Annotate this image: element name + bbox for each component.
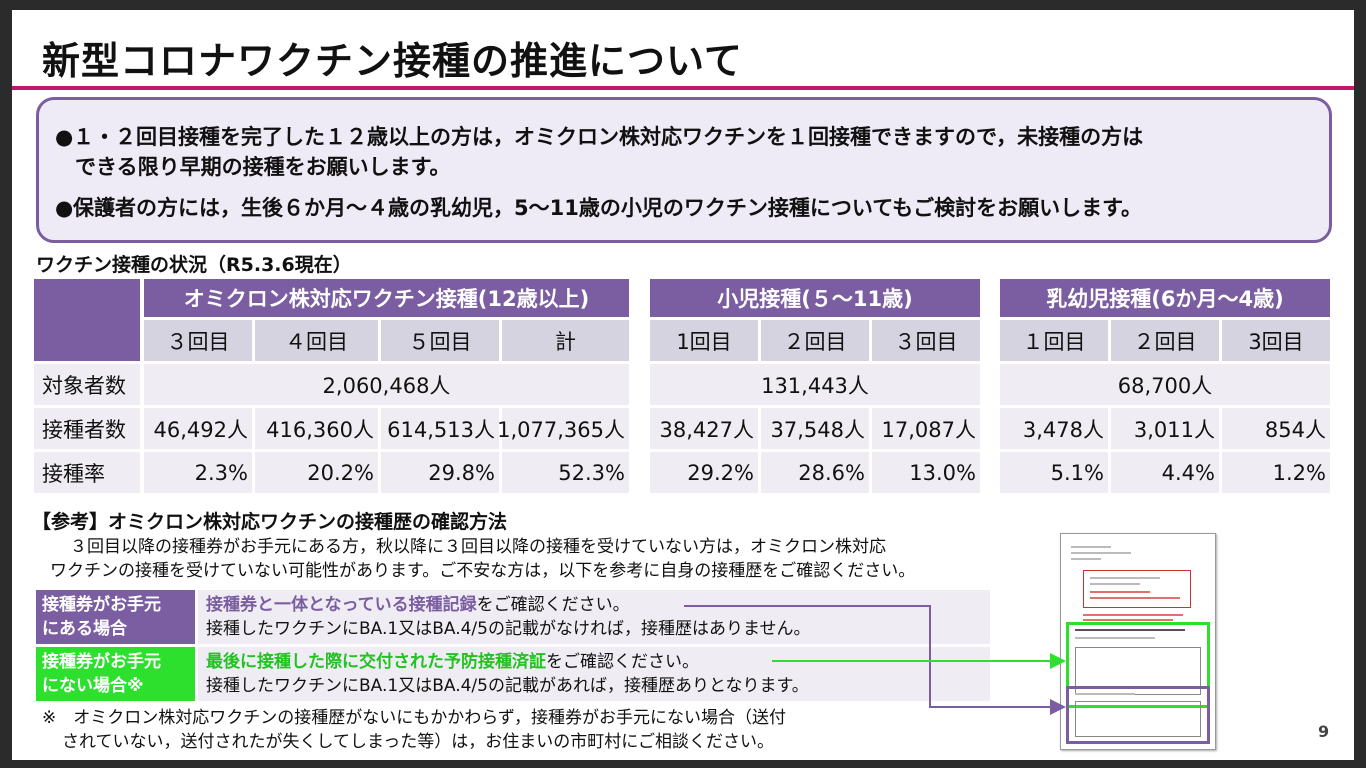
vaccinated-cell: 1,077,365人 xyxy=(497,408,629,449)
certificate-image xyxy=(1060,533,1216,750)
rate-cell: 13.0% xyxy=(872,452,980,493)
vaccinated-cell: 46,492人 xyxy=(144,408,252,449)
vaccinated-cell: 416,360人 xyxy=(255,408,378,449)
page-title: 新型コロナワクチン接種の推進について xyxy=(42,39,743,83)
case-tag-line: 接種券がお手元 xyxy=(42,595,161,615)
case-tag-line: にある場合 xyxy=(42,619,127,639)
certificate-red-box xyxy=(1083,570,1191,608)
target-count-child: 131,443人 xyxy=(650,364,980,405)
case-desc-line1: 接種券と一体となっている接種記録をご確認ください。 xyxy=(206,593,982,617)
vaccination-table: オミクロン株対応ワクチン接種(12歳以上) ３回目 ４回目 ５回目 計 小児接種… xyxy=(12,10,1354,760)
dose-header: １回目 xyxy=(1000,320,1108,361)
footnote-line2: されていない，送付されたが失くしてしまった等）は，お住まいの市町村にご相談くださ… xyxy=(62,732,774,752)
dose-header: ４回目 xyxy=(255,320,378,361)
summary-box: ●１・２回目接種を完了した１２歳以上の方は，オミクロン株対応ワクチンを１回接種で… xyxy=(36,97,1332,243)
vaccinated-cell: 37,548人 xyxy=(761,408,869,449)
reference-body-line2: ワクチンの接種を受けていない可能性があります。ご不安な方は，以下を参考に自身の接… xyxy=(50,561,916,581)
rate-cell: 2.3% xyxy=(144,452,252,493)
dose-header: ３回目 xyxy=(872,320,980,361)
summary-bullet-1-line1: １・２回目接種を完了した１２歳以上の方は，オミクロン株対応ワクチンを１回接種でき… xyxy=(73,125,1144,149)
dose-header: 3回目 xyxy=(1222,320,1330,361)
case-desc-no-voucher: 最後に接種した際に交付された予防接種済証をご確認ください。 接種したワクチンにB… xyxy=(198,647,990,701)
rate-cell: 1.2% xyxy=(1222,452,1330,493)
dose-header: 1回目 xyxy=(650,320,758,361)
footnote: ※ オミクロン株対応ワクチンの接種歴がないにもかかわらず，接種券がお手元にない場… xyxy=(42,706,942,754)
dose-header: 計 xyxy=(502,320,629,361)
rate-cell: 28.6% xyxy=(761,452,869,493)
summary-bullet-2: ●保護者の方には，生後６か月～４歳の乳幼児，5～11歳の小児のワクチン接種につい… xyxy=(55,193,1142,223)
case-desc-has-voucher: 接種券と一体となっている接種記録をご確認ください。 接種したワクチンにBA.1又… xyxy=(198,590,990,644)
case-rest: をご確認ください。 xyxy=(476,595,630,615)
case-tag-line: 接種券がお手元 xyxy=(42,652,161,672)
rate-cell: 29.2% xyxy=(650,452,758,493)
dose-header: ２回目 xyxy=(761,320,869,361)
summary-bullet-2-text: 保護者の方には，生後６か月～４歳の乳幼児，5～11歳の小児のワクチン接種について… xyxy=(73,196,1143,220)
rate-cell: 5.1% xyxy=(1000,452,1108,493)
rate-cell: 29.8% xyxy=(381,452,499,493)
dose-header: ３回目 xyxy=(144,320,252,361)
slide: 新型コロナワクチン接種の推進について ●１・２回目接種を完了した１２歳以上の方は… xyxy=(12,10,1354,760)
group-header-child: 小児接種(５～11歳) xyxy=(650,279,980,317)
summary-bullet-1: ●１・２回目接種を完了した１２歳以上の方は，オミクロン株対応ワクチンを１回接種で… xyxy=(55,122,1315,182)
dose-header: ２回目 xyxy=(1111,320,1219,361)
case-tag-line: にない場合※ xyxy=(42,676,144,696)
case-tag-has-voucher: 接種券がお手元 にある場合 xyxy=(36,590,195,644)
table-corner xyxy=(34,279,140,361)
reference-heading: 【参考】オミクロン株対応ワクチンの接種歴の確認方法 xyxy=(32,511,508,533)
case-desc-line2: 接種したワクチンにBA.1又はBA.4/5の記載があれば，接種歴ありとなります。 xyxy=(206,676,809,696)
rate-cell: 52.3% xyxy=(502,452,629,493)
vaccinated-cell: 854人 xyxy=(1222,408,1330,449)
reference-body: ３回目以降の接種券がお手元にある方，秋以降に３回目以降の接種を受けていない方は，… xyxy=(50,535,1050,583)
title-divider xyxy=(12,86,1354,90)
rate-cell: 4.4% xyxy=(1111,452,1219,493)
vaccinated-cell: 17,087人 xyxy=(872,408,980,449)
status-heading: ワクチン接種の状況（R5.3.6現在） xyxy=(36,254,352,276)
case-tag-no-voucher: 接種券がお手元 にない場合※ xyxy=(36,647,195,701)
case-desc-line2: 接種したワクチンにBA.1又はBA.4/5の記載がなければ，接種歴はありません。 xyxy=(206,619,811,639)
case-highlight: 最後に接種した際に交付された予防接種済証 xyxy=(206,652,546,672)
reference-body-line1: ３回目以降の接種券がお手元にある方，秋以降に３回目以降の接種を受けていない方は，… xyxy=(70,537,886,557)
case-rest: をご確認ください。 xyxy=(546,652,699,672)
summary-bullet-1-line2: できる限り早期の接種をお願いします。 xyxy=(75,155,451,179)
group-header-omicron: オミクロン株対応ワクチン接種(12歳以上) xyxy=(144,279,629,317)
case-highlight: 接種券と一体となっている接種記録 xyxy=(206,595,477,615)
footnote-line1: ※ オミクロン株対応ワクチンの接種歴がないにもかかわらず，接種券がお手元にない場… xyxy=(42,708,787,728)
dose-header: ５回目 xyxy=(381,320,499,361)
vaccinated-cell: 38,427人 xyxy=(650,408,758,449)
vaccinated-cell: 3,478人 xyxy=(1000,408,1108,449)
page-number: 9 xyxy=(1318,722,1330,741)
row-label-vaccinated: 接種者数 xyxy=(34,408,140,449)
target-count-omicron: 2,060,468人 xyxy=(144,364,629,405)
vaccinated-cell: 614,513人 xyxy=(381,408,499,449)
bullet-icon: ● xyxy=(55,196,74,220)
bullet-icon: ● xyxy=(55,125,74,149)
row-label-rate: 接種率 xyxy=(34,452,140,493)
case-desc-line1: 最後に接種した際に交付された予防接種済証をご確認ください。 xyxy=(206,650,982,674)
row-label-target: 対象者数 xyxy=(34,364,140,405)
certificate-green-box xyxy=(1066,622,1210,708)
certificate-purple-box xyxy=(1066,686,1210,744)
group-header-infant: 乳幼児接種(6か月～4歳) xyxy=(1000,279,1330,317)
rate-cell: 20.2% xyxy=(255,452,378,493)
target-count-infant: 68,700人 xyxy=(1000,364,1330,405)
vaccinated-cell: 3,011人 xyxy=(1111,408,1219,449)
